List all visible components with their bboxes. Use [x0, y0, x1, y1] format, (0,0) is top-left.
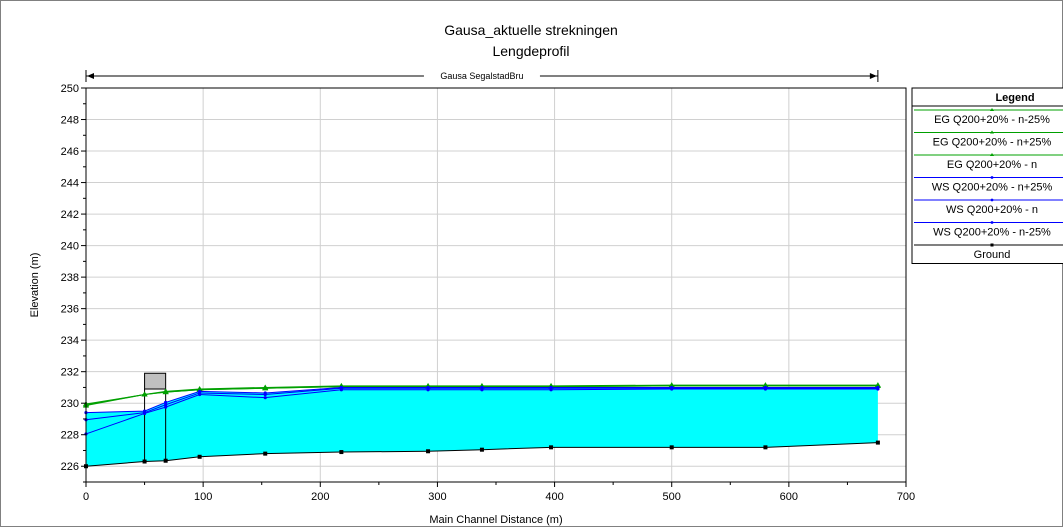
x-tick-label: 300 [428, 491, 446, 503]
eg-point [196, 386, 203, 392]
x-tick-label: 400 [545, 491, 563, 503]
legend-label: Ground [974, 249, 1011, 261]
ws-point [263, 396, 267, 400]
eg-point [262, 385, 269, 391]
legend-marker [990, 198, 994, 202]
eg-point [762, 382, 769, 388]
legend-marker [990, 153, 994, 156]
legend-label: EG Q200+20% - n-25% [934, 114, 1050, 126]
eg-point [874, 382, 881, 388]
ground-point [549, 445, 554, 450]
plot-frame [85, 87, 907, 483]
y-axis-label: Elevation (m) [29, 253, 41, 318]
x-tick-label: 200 [311, 491, 329, 503]
reach-arrow-right [869, 73, 877, 79]
series-line-2 [85, 385, 878, 406]
legend-label: WS Q200+20% - n-25% [933, 227, 1051, 239]
y-tick-label: 226 [61, 461, 79, 473]
series-line-3 [85, 386, 878, 414]
reach-arrow-left [87, 73, 94, 79]
ws-point [426, 388, 430, 392]
ground-point [263, 451, 268, 456]
y-tick-label: 246 [61, 146, 79, 158]
x-tick-label: 700 [897, 491, 915, 503]
series-line-5 [85, 388, 878, 435]
ws-point [164, 400, 168, 405]
ws-point [549, 388, 553, 392]
y-tick-label: 238 [61, 272, 79, 284]
x-tick-label: 100 [194, 491, 212, 503]
legend-box [911, 87, 1063, 264]
ground-point [875, 440, 880, 445]
ws-point [763, 387, 768, 391]
y-tick-label: 234 [61, 335, 79, 347]
ws-point [198, 392, 202, 397]
ground-point [426, 449, 431, 454]
x-tick-label: 0 [83, 491, 89, 503]
y-tick-label: 232 [61, 367, 79, 379]
legend-label: WS Q200+20% - n+25% [932, 182, 1053, 194]
legend-label: EG Q200+20% - n+25% [933, 137, 1052, 149]
reach-indicator: Gausa SegalstadBru [85, 70, 879, 82]
water-surface-fill [86, 387, 878, 467]
series-line-0 [85, 384, 878, 405]
legend-marker [990, 130, 994, 134]
legend-label: EG Q200+20% - n [947, 159, 1037, 171]
series-layer [83, 382, 881, 469]
water-fill-layer [86, 372, 878, 467]
ws-point [142, 411, 147, 416]
ws-point [339, 388, 343, 392]
eg-point [668, 382, 675, 388]
eg-point [162, 389, 169, 395]
y-tick-label: 230 [61, 398, 79, 410]
legend-marker [990, 243, 994, 247]
ws-point [480, 388, 484, 392]
ws-point [164, 405, 168, 409]
legend-marker [990, 176, 994, 179]
ground-point [669, 445, 674, 450]
bridge-deck [144, 372, 167, 390]
series-line-6 [85, 442, 878, 467]
series-line-4 [85, 387, 878, 421]
y-tick-label: 228 [61, 430, 79, 442]
legend-marker [990, 108, 994, 111]
x-tick-label: 500 [663, 491, 681, 503]
y-tick-label: 244 [61, 178, 79, 190]
legend-label: WS Q200+20% - n [946, 204, 1038, 216]
eg-point [141, 391, 148, 397]
legend-marker [990, 221, 994, 224]
y-tick-label: 250 [61, 83, 79, 95]
ground-point [197, 454, 202, 459]
y-tick-label: 248 [61, 115, 79, 127]
ws-point [670, 387, 674, 391]
reach-label: Gausa SegalstadBru [440, 71, 523, 81]
y-tick-label: 242 [61, 209, 79, 221]
chart-title: Gausa_aktuelle strekningen [444, 22, 618, 38]
ws-point [164, 403, 168, 407]
ws-point [263, 392, 267, 397]
ground-point [163, 458, 168, 463]
x-axis-label: Main Channel Distance (m) [429, 514, 562, 526]
chart-subtitle: Lengdeprofil [492, 43, 569, 59]
ground-point [142, 459, 147, 464]
ws-point [876, 387, 880, 391]
ground-point [339, 450, 344, 455]
axes-layer: 0 100 200 300 400 500 600 700 226 228 230 232 234 236… [61, 83, 916, 503]
legend-title: Legend [995, 92, 1034, 104]
ground-point [479, 447, 484, 452]
y-tick-label: 240 [61, 241, 79, 253]
y-tick-label: 236 [61, 304, 79, 316]
ground-point [763, 445, 768, 450]
legend: Legend EG Q200+20% - n-25% EG Q200+20% - n… [911, 87, 1063, 264]
x-tick-label: 600 [780, 491, 798, 503]
